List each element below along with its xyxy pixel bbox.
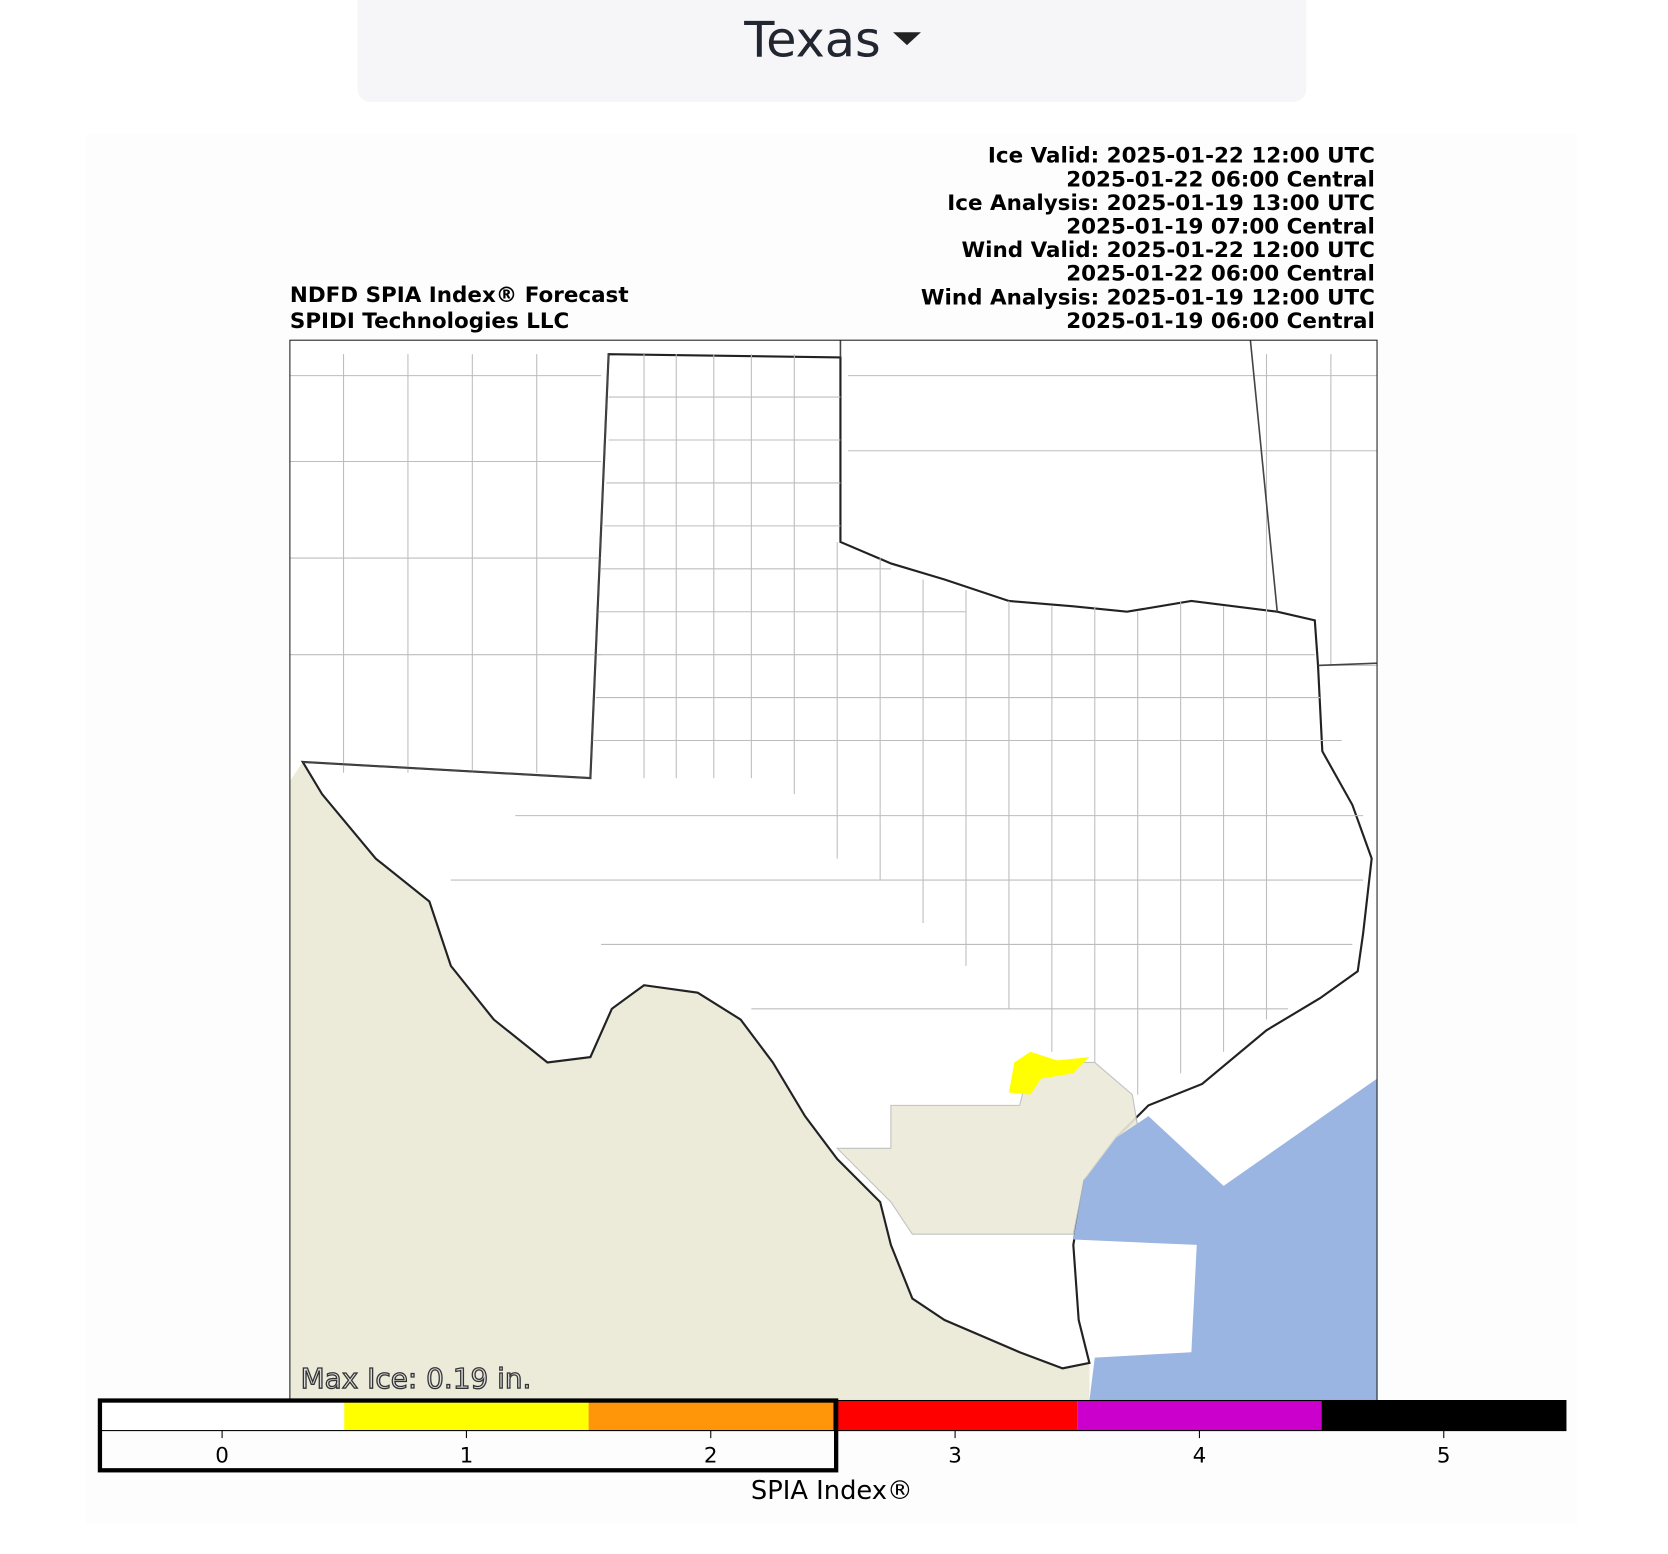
legend-swatch [344, 1400, 589, 1431]
legend-swatch [1077, 1400, 1322, 1431]
legend-highlight-box[interactable] [97, 1398, 839, 1473]
legend-tick-label: 2 [704, 1443, 718, 1468]
time-line: 2025-01-19 07:00 Central [1066, 215, 1375, 240]
time-line: Wind Valid: 2025-01-22 12:00 UTC [962, 238, 1375, 263]
dropdown-caret[interactable] [893, 32, 921, 46]
legend-swatch [832, 1400, 1078, 1431]
dropdown-label[interactable]: Texas [743, 10, 880, 68]
time-line: 2025-01-22 06:00 Central [1066, 167, 1375, 192]
time-line: 2025-01-19 06:00 Central [1066, 309, 1375, 334]
ice-area [1008, 1051, 1090, 1095]
legend-tick-label: 4 [1193, 1443, 1207, 1468]
dropdown[interactable] [357, 0, 1307, 102]
legend-tick-label: 5 [1437, 1443, 1451, 1468]
legend-swatch [1321, 1400, 1566, 1431]
time-line: 2025-01-22 06:00 Central [1066, 262, 1375, 287]
max-ice: Max Ice: 0.19 in. [301, 1362, 532, 1395]
legend-swatch [588, 1400, 833, 1431]
state-borders [302, 340, 1378, 779]
legend-tick-label: 1 [460, 1443, 474, 1468]
title-line: SPIDI Technologies LLC [290, 309, 569, 334]
gulf [1073, 1078, 1378, 1401]
map: Max Ice: 0.19 in. [289, 339, 1378, 1402]
legend-swatch [99, 1400, 345, 1431]
time-line: Ice Valid: 2025-01-22 12:00 UTC [988, 144, 1375, 169]
time-line: Wind Analysis: 2025-01-19 12:00 UTC [921, 285, 1375, 310]
county-lines [289, 354, 1378, 1095]
legend-tick-label: 3 [948, 1443, 962, 1468]
legend-label: SPIA Index® [751, 1476, 913, 1506]
legend-tick-label: 0 [215, 1443, 229, 1468]
title-line: NDFD SPIA Index® Forecast [290, 283, 629, 308]
time-line: Ice Analysis: 2025-01-19 13:00 UTC [947, 191, 1375, 216]
